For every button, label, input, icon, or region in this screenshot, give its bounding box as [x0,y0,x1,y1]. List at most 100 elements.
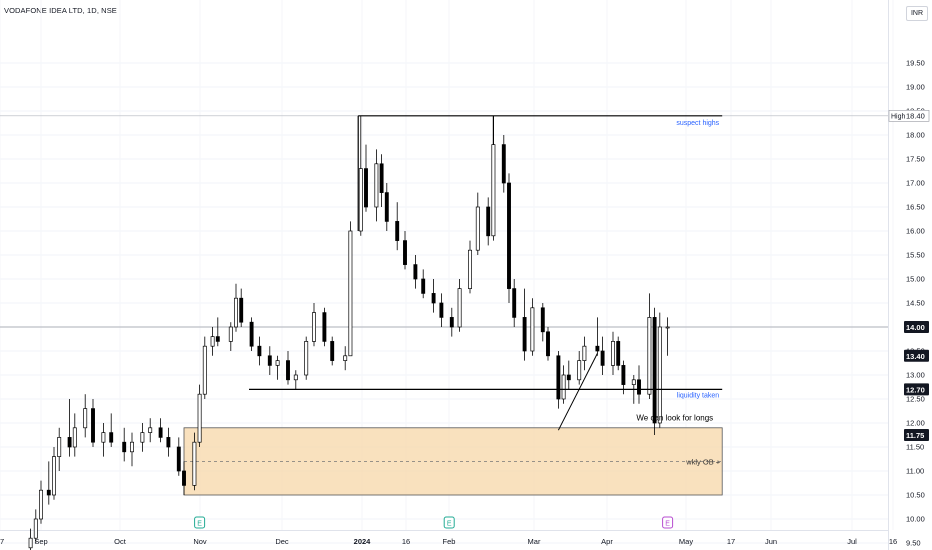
earnings-marker-label: E [665,521,670,528]
x-tick-label: Apr [601,537,613,546]
candle-body [39,489,43,520]
candle-body [239,297,244,323]
x-tick-label: Sep [34,537,47,546]
candle-body [348,230,353,357]
y-tick-label: 15.50 [906,251,925,260]
candle-body [374,163,379,208]
candle-body [486,206,491,237]
candle-body [611,341,615,366]
earnings-marker[interactable] [194,516,206,529]
candle-body [192,441,197,486]
y-tick-label: 10.00 [906,515,925,524]
liquidity-line-label: liquidity taken [677,392,720,399]
y-tick-label: 17.00 [906,179,925,188]
candle-body [257,345,262,357]
candle-body [130,441,134,453]
candle-body [566,374,571,381]
candle-body [52,456,56,496]
candle-body [197,393,202,443]
candle-body [286,360,290,381]
look-for-longs-note: We can look for longs [636,414,713,423]
candle-body [358,168,363,232]
suspect-highs-line-label: suspect highs [676,120,719,127]
trend-line [557,353,598,431]
candle-body [46,489,51,496]
candle-body [621,365,626,385]
x-tick-label: 17 [727,537,735,546]
candle-body [595,345,600,352]
y-tick-label: 11.00 [906,467,924,476]
wkly-ob-zone [183,427,723,496]
candle-body [249,321,254,347]
candle-body [343,355,348,361]
candle-body [501,144,506,184]
candle-body [413,264,418,280]
high-badge-value: 18.40 [906,111,925,120]
candle-body [491,144,496,237]
x-tick-label: 16 [889,537,897,546]
candle-body [33,518,38,539]
x-tick-label: Mar [528,537,541,546]
candle-body [267,355,272,366]
high-badge-prefix: High [891,113,906,120]
chart-title: VODAFONE IDEA LTD, 1D, NSE [4,6,117,15]
candle-body [522,317,527,352]
y-tick-label: 9.50 [906,539,921,548]
candle-body [457,288,462,328]
candle-body [28,537,33,549]
candle-body [657,326,662,424]
y-tick-label: 17.50 [906,155,925,164]
x-tick-label: 16 [402,537,410,546]
candle-body [202,345,207,395]
candle-body [665,326,670,329]
x-tick-label: Nov [193,537,207,546]
candle-body [57,437,62,457]
candle-body [652,317,657,424]
candle-body [72,427,77,448]
price-badge [904,321,929,333]
candle-body [330,341,335,361]
candle-body [364,168,368,208]
candle-body [556,355,561,400]
price-badge [904,429,929,441]
earnings-marker[interactable] [443,516,455,529]
candle-body [582,345,587,361]
candle-body [176,446,181,472]
candle-body [546,331,550,357]
candle-body [312,312,316,342]
x-tick-label: Feb [443,537,456,546]
high-price-badge [888,110,930,122]
candle-body [384,192,389,222]
currency-button[interactable]: INR [906,6,928,21]
price-badge-label: 13.40 [906,352,925,361]
x-tick-label: May [679,537,693,546]
candle-body [215,336,220,342]
candle-body [561,374,566,400]
candle-body [403,240,407,265]
candle-body [148,427,153,433]
candle-body [449,317,454,328]
y-tick-label: 12.00 [906,419,925,428]
candle-body [577,360,582,381]
candle-body [210,336,215,347]
y-tick-label: 19.00 [906,83,925,92]
earnings-marker-label: E [197,521,202,528]
candle-body [234,297,238,328]
x-tick-label: 7 [0,537,4,546]
candle-body [182,470,186,486]
x-tick-label: Jul [847,537,857,546]
candle-body [304,341,309,376]
price-badge-label: 11.75 [906,431,924,440]
y-tick-label: 10.50 [906,491,925,500]
candle-body [507,182,511,289]
price-badge [904,349,929,362]
price-badge-label: 14.00 [906,323,925,332]
candle-body [421,278,426,294]
candle-body [379,163,384,193]
candle-body [431,293,436,304]
earnings-marker[interactable] [662,516,674,529]
candle-body [647,317,652,395]
candle-body [83,408,88,429]
